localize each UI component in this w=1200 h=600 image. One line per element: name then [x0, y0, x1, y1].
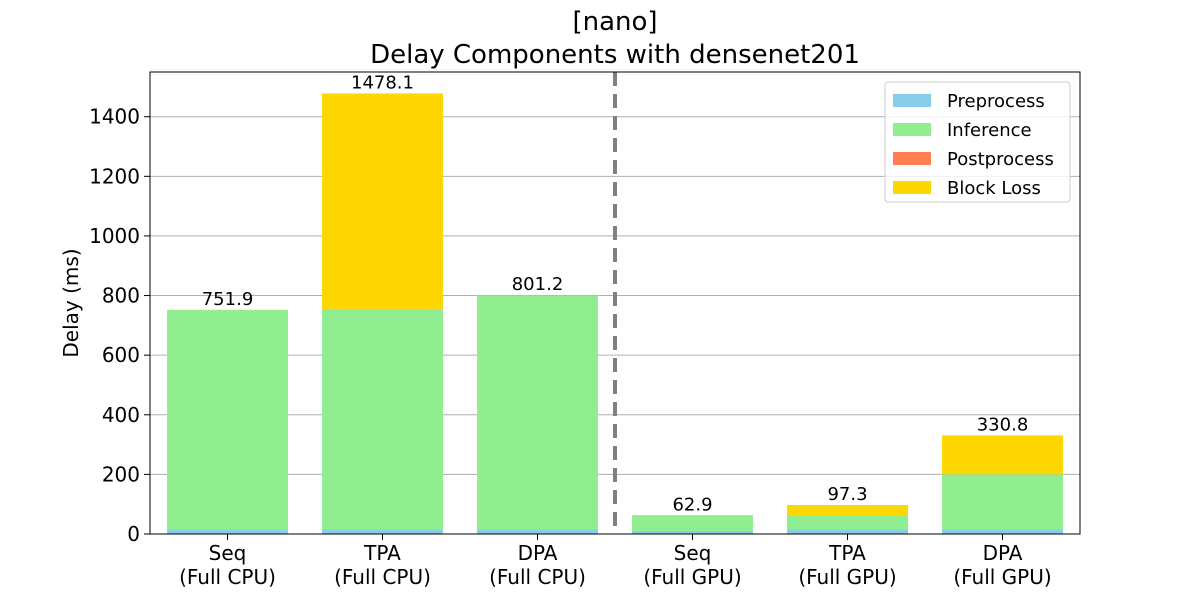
- bar-total-label: 1478.1: [351, 72, 414, 93]
- bar-stack-group: [167, 93, 1063, 534]
- bar-segment-block-loss: [942, 435, 1063, 475]
- x-tick-label: TPA (Full CPU): [334, 541, 431, 589]
- bar-segment-preprocess: [787, 529, 908, 534]
- bar-total-label: 97.3: [827, 484, 867, 505]
- x-tick-label: DPA (Full GPU): [953, 541, 1051, 589]
- x-tick-label: DPA (Full CPU): [489, 541, 586, 589]
- x-axis: Seq (Full CPU) TPA (Full CPU) DPA (Full CPU) S…: [179, 534, 1052, 589]
- bar-segment-block-loss: [322, 93, 443, 309]
- legend-swatch: [893, 181, 931, 194]
- legend-entry-label: Block Loss: [947, 178, 1041, 199]
- y-tick-label: 1400: [89, 105, 140, 129]
- bar-segment-preprocess: [322, 529, 443, 534]
- y-tick-label: 400: [102, 403, 140, 427]
- bar-segment-inference: [787, 515, 908, 530]
- legend-entry-label: Postprocess: [947, 149, 1054, 170]
- bar-segment-preprocess: [942, 529, 1063, 534]
- legend-swatch: [893, 152, 931, 165]
- bar-segment-block-loss: [787, 504, 908, 516]
- legend: Preprocess Inference Postprocess Block Loss: [884, 81, 1071, 203]
- bar-segment-inference: [167, 310, 288, 530]
- bar-total-label: 330.8: [977, 414, 1029, 435]
- bar-segment-preprocess: [632, 531, 753, 534]
- x-tick-label: Seq (Full GPU): [643, 541, 741, 589]
- y-axis-label: Delay (ms): [59, 248, 83, 357]
- bar-segment-preprocess: [167, 529, 288, 534]
- bar-total-label: 62.9: [672, 494, 712, 515]
- chart-title: [nano]: [572, 7, 657, 37]
- x-tick-label: Seq (Full CPU): [179, 541, 276, 589]
- bar-total-labels: 751.9 1478.1 801.2 62.9 97.3 330.8: [202, 72, 1029, 515]
- bar-total-label: 801.2: [512, 274, 564, 295]
- y-tick-label: 1200: [89, 164, 140, 188]
- y-tick-label: 0: [127, 522, 140, 546]
- y-tick-label: 200: [102, 462, 140, 486]
- legend-box: [884, 81, 1071, 203]
- bar-segment-preprocess: [477, 529, 598, 534]
- bar-total-label: 751.9: [202, 289, 254, 310]
- plot-frame: [149, 71, 1081, 535]
- y-tick-label: 600: [102, 343, 140, 367]
- bar-segment-inference: [477, 295, 598, 530]
- bar-segment-inference: [942, 474, 1063, 530]
- legend-swatch: [893, 94, 931, 107]
- bar-segment-inference: [322, 308, 443, 530]
- bar-segment-inference: [632, 515, 753, 532]
- y-tick-label: 1000: [89, 224, 140, 248]
- chart-subtitle: Delay Components with densenet201: [370, 40, 860, 70]
- legend-swatch: [893, 123, 931, 136]
- y-axis: 0 200 400 600 800 1000 1200 1400: [89, 105, 150, 546]
- x-tick-label: TPA (Full GPU): [798, 541, 896, 589]
- legend-entry-label: Preprocess: [947, 91, 1045, 112]
- y-tick-label: 800: [102, 284, 140, 308]
- legend-entry-label: Inference: [947, 120, 1032, 141]
